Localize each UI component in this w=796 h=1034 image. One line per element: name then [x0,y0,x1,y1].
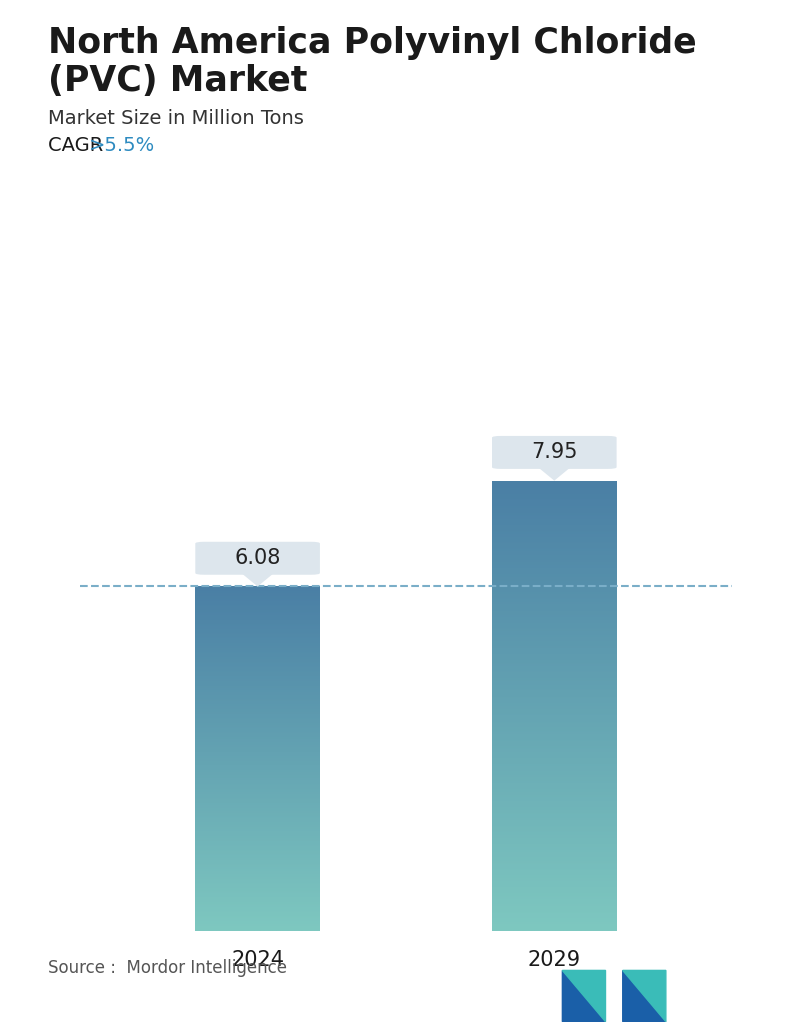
FancyBboxPatch shape [492,436,617,468]
Polygon shape [241,573,274,586]
Polygon shape [622,970,665,1022]
Text: Market Size in Million Tons: Market Size in Million Tons [48,109,303,127]
Polygon shape [538,467,571,481]
Text: (PVC) Market: (PVC) Market [48,64,307,98]
Polygon shape [562,970,606,1022]
Text: North America Polyvinyl Chloride: North America Polyvinyl Chloride [48,26,696,60]
FancyBboxPatch shape [195,542,320,575]
Text: CAGR: CAGR [48,136,109,155]
Text: 7.95: 7.95 [531,443,578,462]
Text: Source :  Mordor Intelligence: Source : Mordor Intelligence [48,960,287,977]
Text: 6.08: 6.08 [235,548,281,569]
Polygon shape [622,970,665,1022]
Text: >5.5%: >5.5% [89,136,155,155]
Polygon shape [562,970,606,1022]
